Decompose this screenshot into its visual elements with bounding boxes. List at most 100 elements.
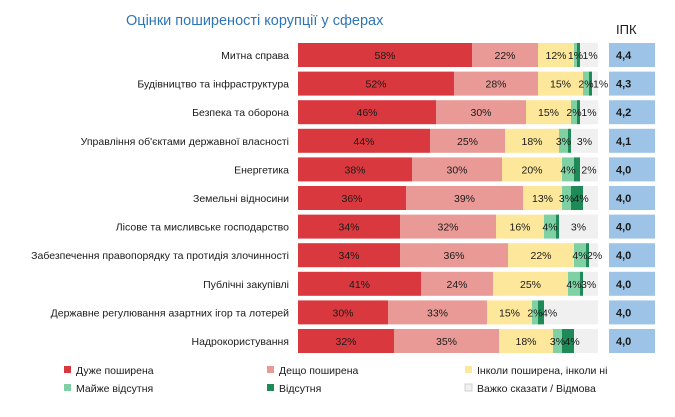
bar-segment	[583, 271, 598, 296]
category-label: Публічні закупівлі	[203, 279, 289, 291]
legend-item: Майже відсутня	[64, 383, 153, 395]
data-label: 1%	[593, 79, 608, 91]
ipk-value: 4,0	[616, 279, 631, 291]
bar-row: Надрокористування 32% 35% 18% 3% 4% 4,0	[192, 329, 655, 353]
data-label: 22%	[530, 250, 551, 262]
legend-item: Дещо поширена	[267, 365, 359, 377]
data-label: 4%	[574, 193, 589, 205]
data-label: 1%	[581, 107, 596, 119]
bar-segment	[544, 214, 556, 239]
bar-segment	[538, 300, 544, 325]
data-label: 4%	[542, 307, 557, 319]
data-label: 25%	[457, 136, 478, 148]
data-label: 4%	[542, 222, 557, 234]
ipk-box	[609, 43, 655, 67]
bar-segment	[589, 243, 598, 268]
bar-segment	[580, 271, 583, 296]
ipk-value: 4,4	[616, 50, 632, 62]
data-label: 18%	[521, 136, 542, 148]
bar-segment	[454, 71, 538, 96]
bar-segment	[571, 186, 583, 210]
ipk-value: 4,0	[616, 307, 631, 319]
data-label: 13%	[532, 193, 553, 205]
chart-title: Оцінки поширеності корупції у сферах	[126, 13, 384, 29]
bar-segment	[487, 300, 532, 325]
data-label: 39%	[454, 193, 475, 205]
data-label: 28%	[485, 79, 506, 91]
bar-segment	[508, 243, 574, 268]
bar-segment	[577, 100, 580, 125]
legend-label: Дещо поширена	[279, 365, 359, 377]
bar-segment	[406, 186, 523, 210]
bar-segment	[538, 71, 583, 96]
bar-segment	[589, 71, 592, 96]
data-label: 4%	[560, 164, 575, 176]
bar-segment	[562, 157, 574, 182]
data-label: 4%	[566, 279, 581, 291]
legend-label: Майже відсутня	[76, 383, 153, 395]
data-label: 30%	[446, 164, 467, 176]
bar-row: Публічні закупівлі 41% 24% 25% 4% 3% 4,0	[203, 271, 655, 296]
bar-segment	[544, 300, 598, 325]
ipk-box	[609, 214, 655, 239]
bar-segment	[583, 71, 589, 96]
bar-segment	[523, 186, 562, 210]
legend-swatch	[64, 366, 71, 373]
category-label: Будівництво та інфраструктура	[137, 79, 289, 91]
legend-swatch	[465, 366, 472, 373]
data-label: 3%	[581, 279, 596, 291]
data-label: 2%	[527, 307, 542, 319]
bar-segment	[592, 71, 598, 96]
bar-segment	[298, 271, 421, 296]
bar-segment	[574, 157, 580, 182]
data-label: 15%	[538, 107, 559, 119]
bar-row: Державне регулювання азартних ігор та ло…	[51, 300, 655, 325]
ipk-value: 4,3	[616, 79, 631, 91]
data-label: 35%	[436, 336, 457, 348]
bar-segment	[580, 100, 598, 125]
bar-segment	[532, 300, 538, 325]
bar-row: Управління об'єктами державної власності…	[81, 128, 655, 153]
bar-segment	[436, 100, 526, 125]
bar-segment	[298, 43, 472, 67]
category-label: Надрокористування	[192, 336, 290, 348]
legend-label: Інколи поширена, інколи ні	[477, 365, 607, 377]
data-label: 18%	[515, 336, 536, 348]
data-label: 3%	[550, 336, 565, 348]
bar-segment	[298, 186, 406, 210]
bar-segment	[502, 157, 562, 182]
legend-swatch	[267, 366, 274, 373]
bar-segment	[586, 243, 589, 268]
bar-segment	[580, 157, 598, 182]
ipk-box	[609, 300, 655, 325]
bar-segment	[556, 214, 559, 239]
data-label: 44%	[353, 136, 374, 148]
ipk-box	[609, 71, 655, 96]
bar-segment	[496, 214, 544, 239]
bar-segment	[394, 329, 499, 353]
data-label: 52%	[365, 79, 386, 91]
bar-segment	[505, 128, 559, 153]
data-label: 1%	[583, 50, 598, 62]
category-label: Земельні відносини	[193, 193, 289, 205]
data-label: 2%	[587, 250, 602, 262]
bar-row: Безпека та оборона 46% 30% 15% 2% 1% 4,2	[192, 100, 655, 125]
data-label: 36%	[443, 250, 464, 262]
chart-legend: Дуже поширена Дещо поширена Інколи поширен…	[64, 365, 607, 395]
bar-segment	[472, 43, 538, 67]
data-label: 38%	[344, 164, 365, 176]
bar-segment	[298, 300, 388, 325]
ipk-box	[609, 128, 655, 153]
bar-segment	[298, 100, 436, 125]
data-label: 3%	[559, 193, 574, 205]
legend-item: Відсутня	[267, 383, 321, 395]
data-label: 46%	[356, 107, 377, 119]
data-label: 58%	[374, 50, 395, 62]
data-label: 3%	[571, 222, 586, 234]
bar-segment	[298, 71, 454, 96]
legend-swatch	[64, 384, 71, 391]
legend-label: Дуже поширена	[76, 365, 154, 377]
data-label: 1%	[568, 50, 583, 62]
category-label: Митна справа	[221, 50, 289, 62]
bar-segment	[400, 214, 496, 239]
